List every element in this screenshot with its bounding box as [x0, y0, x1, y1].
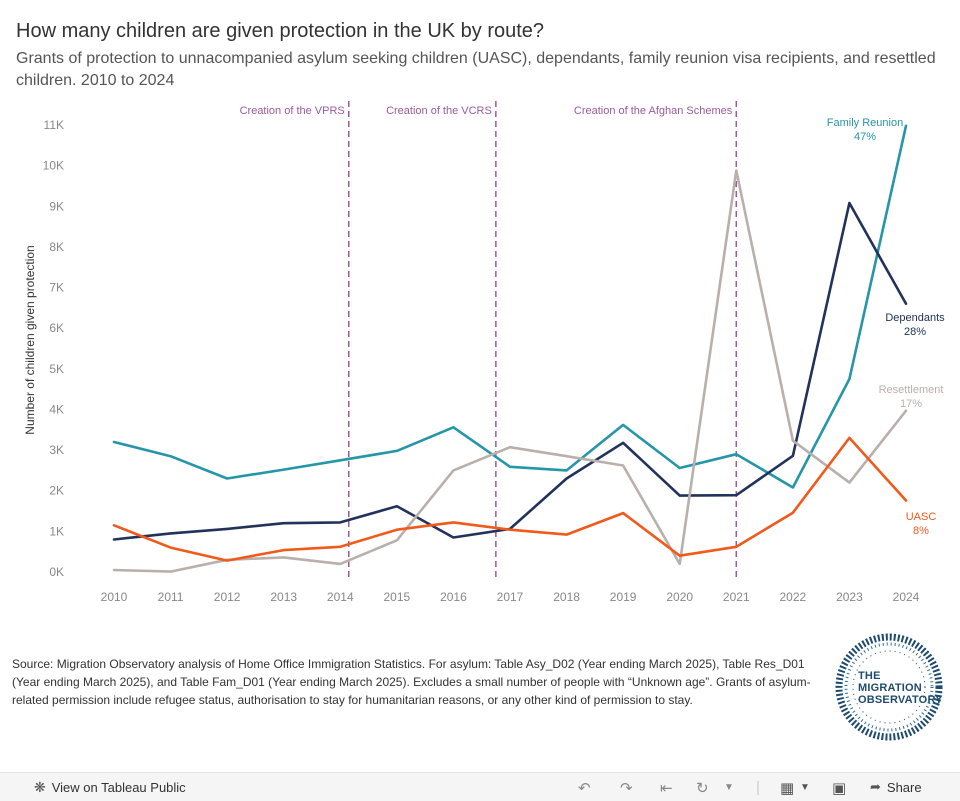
series-share-resettlement: 17% [900, 398, 922, 410]
series-share-family-reunion: 47% [854, 131, 876, 143]
x-tick-label: 2011 [158, 590, 184, 604]
y-tick-label: 2K [49, 484, 64, 498]
line-chart: 0K 1K 2K 3K 4K 5K 6K 7K 8K 9K 10K 11K 2010 2011 2012 20… [23, 101, 945, 604]
x-tick-label: 2020 [666, 590, 693, 604]
share-label: Share [886, 779, 922, 795]
x-tick-label: 2024 [893, 590, 920, 604]
y-tick-label: 6K [49, 321, 64, 335]
y-tick-label: 4K [49, 402, 64, 416]
download-dropdown-icon[interactable]: ▼ [800, 782, 810, 793]
series-share-uasc: 8% [913, 525, 929, 537]
y-tick-label: 8K [49, 240, 64, 254]
series-label-family-reunion: Family Reunion [827, 117, 903, 129]
series-share-dependants: 28% [904, 326, 926, 338]
view-on-tableau-button[interactable]: ❋ View on Tableau Public [34, 779, 186, 796]
tableau-icon: ❋ [34, 779, 46, 795]
annotation-label: Creation of the VCRS [386, 105, 492, 117]
undo-icon[interactable]: ↶ [578, 780, 591, 797]
y-axis-label: Number of children given protection [23, 245, 37, 434]
x-tick-label: 2023 [836, 590, 863, 604]
series-line-uasc[interactable] [112, 436, 908, 562]
source-note: Source: Migration Observatory analysis o… [12, 657, 811, 707]
tableau-toolbar: ❋ View on Tableau Public ↶ ↷ ⇤ ↻ ▼ | ▦ ▼… [0, 772, 960, 801]
x-tick-label: 2013 [270, 590, 297, 604]
y-tick-label: 0K [49, 565, 64, 579]
y-tick-label: 7K [49, 281, 64, 295]
y-tick-label: 1K [49, 524, 64, 538]
share-icon: ➦ [870, 779, 881, 794]
logo-text: THE MIGRATION OBSERVATORY [858, 670, 943, 706]
y-tick-label: 9K [49, 199, 64, 213]
revert-icon[interactable]: ⇤ [660, 780, 673, 797]
toolbar-divider: | [756, 779, 760, 796]
refresh-icon[interactable]: ↻ [696, 780, 709, 797]
y-tick-label: 5K [49, 362, 64, 376]
y-tick-label: 11K [44, 118, 64, 132]
migration-observatory-logo [835, 633, 943, 741]
chart-title: How many children are given protection i… [16, 20, 545, 42]
chart-subtitle: Grants of protection to unnacompanied as… [16, 50, 936, 89]
y-tick-label: 3K [49, 443, 64, 457]
annotation-label: Creation of the Afghan Schemes [574, 105, 733, 117]
x-tick-label: 2016 [440, 590, 467, 604]
series-line-resettlement[interactable] [112, 169, 908, 573]
series-label-resettlement: Resettlement [879, 384, 944, 396]
refresh-dropdown-icon[interactable]: ▼ [724, 782, 734, 793]
download-icon[interactable]: ▦ [780, 780, 795, 797]
x-tick-label: 2021 [723, 590, 750, 604]
fullscreen-icon[interactable]: ▣ [832, 780, 847, 797]
x-tick-label: 2018 [553, 590, 580, 604]
x-tick-label: 2015 [384, 590, 411, 604]
series-line-dependants[interactable] [112, 201, 908, 541]
redo-icon[interactable]: ↷ [620, 780, 633, 797]
view-on-tableau-label: View on Tableau Public [51, 780, 186, 795]
series-line-family-reunion[interactable] [112, 124, 908, 489]
x-tick-label: 2022 [780, 590, 807, 604]
x-tick-label: 2017 [497, 590, 524, 604]
y-tick-label: 10K [43, 159, 64, 173]
x-tick-label: 2010 [101, 590, 128, 604]
x-tick-label: 2012 [214, 590, 241, 604]
x-tick-label: 2014 [327, 590, 354, 604]
share-button[interactable]: ➦ Share [870, 779, 922, 795]
x-tick-label: 2019 [610, 590, 637, 604]
annotation-label: Creation of the VPRS [240, 105, 345, 117]
series-label-uasc: UASC [906, 511, 937, 523]
series-label-dependants: Dependants [885, 312, 945, 324]
